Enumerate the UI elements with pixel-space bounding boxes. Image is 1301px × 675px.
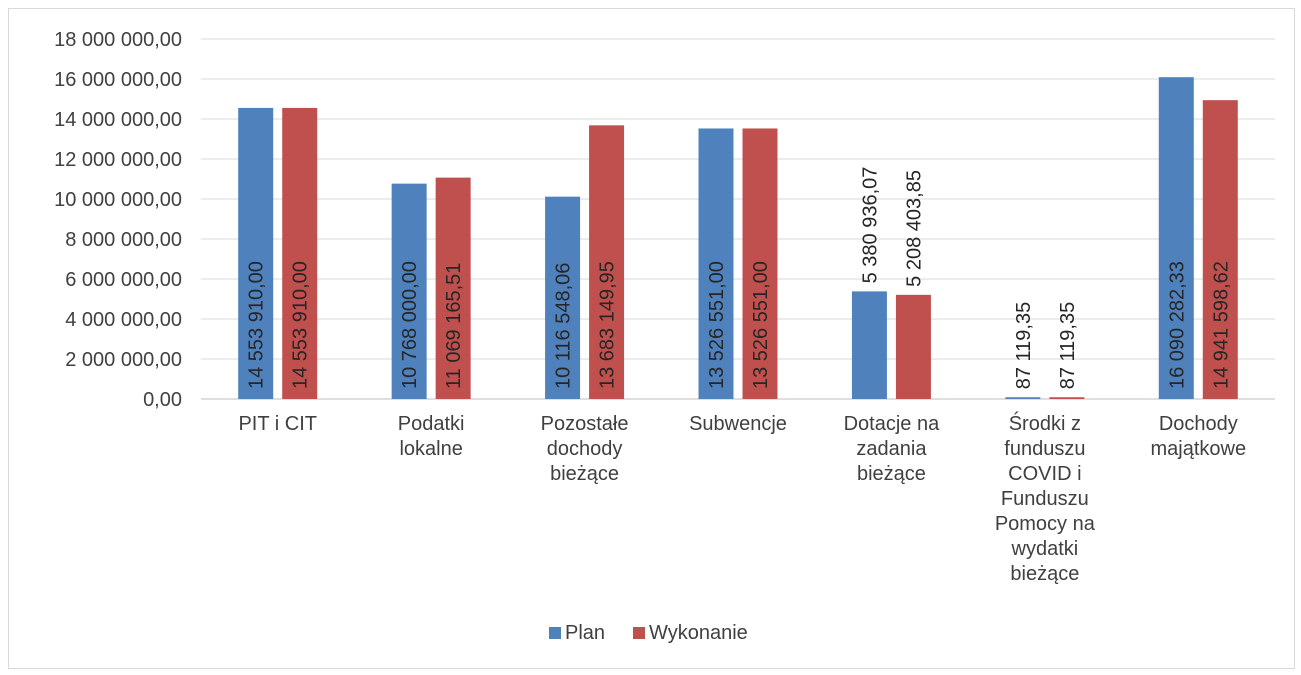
y-tick-label: 14 000 000,00 <box>54 109 182 131</box>
bar-wykonanie-4 <box>895 294 931 399</box>
y-tick-label: 4 000 000,00 <box>65 309 182 331</box>
bar-wykonanie-2 <box>589 125 625 399</box>
data-label: 13 683 149,95 <box>597 261 619 389</box>
data-label: 16 090 282,33 <box>1166 261 1188 389</box>
data-label: 10 116 548,06 <box>553 263 575 389</box>
bar-wykonanie-0 <box>282 107 318 399</box>
y-tick-label: 0,00 <box>143 389 182 411</box>
data-label: 13 526 551,00 <box>706 261 728 389</box>
data-label: 13 526 551,00 <box>750 261 772 389</box>
legend-label: Wykonanie <box>649 622 748 644</box>
bar-wykonanie-1 <box>435 177 471 399</box>
bar-plan-6 <box>1158 77 1194 400</box>
bar-wykonanie-5 <box>1049 397 1085 399</box>
bar-plan-3 <box>698 128 734 399</box>
y-tick-label: 18 000 000,00 <box>54 29 182 51</box>
y-tick-label: 2 000 000,00 <box>65 349 182 371</box>
category-label: Środki z funduszu COVID i Funduszu Pomocy na… <box>995 411 1096 585</box>
bar-wykonanie-3 <box>742 128 778 399</box>
category-label: Podatki lokalne <box>398 413 465 460</box>
legend-swatch-plan <box>549 627 561 639</box>
data-label: 11 069 165,51 <box>443 263 465 389</box>
data-label: 5 380 936,07 <box>859 167 881 284</box>
bar-plan-5 <box>1005 397 1041 399</box>
bar-plan-4 <box>851 291 887 399</box>
bar-plan-0 <box>238 107 274 399</box>
data-label: 14 941 598,62 <box>1210 261 1232 389</box>
y-tick-label: 10 000 000,00 <box>54 189 182 211</box>
legend-label: Plan <box>565 622 605 644</box>
y-tick-label: 12 000 000,00 <box>54 149 182 171</box>
data-label: 87 119,35 <box>1013 302 1035 390</box>
chart-frame: 0,00 2 000 000,00 4 000 000,00 6 000 000,00… <box>8 8 1295 669</box>
y-tick-label: 16 000 000,00 <box>54 69 182 91</box>
data-label: 5 208 403,85 <box>903 170 925 287</box>
data-label: 14 553 910,00 <box>246 261 268 389</box>
category-label: PIT i CIT <box>238 413 317 435</box>
bar-plan-2 <box>545 196 581 399</box>
legend-swatch-wykonanie <box>633 627 645 639</box>
category-label: Dotacje na zadania bieżące <box>844 413 940 485</box>
category-label: Dochody majątkowe <box>1150 413 1246 460</box>
category-label: Pozostałe dochody bieżące <box>541 413 629 485</box>
data-label: 14 553 910,00 <box>290 261 312 389</box>
data-label: 10 768 000,00 <box>399 261 421 389</box>
category-label: Subwencje <box>689 413 787 435</box>
bar-chart: 0,00 2 000 000,00 4 000 000,00 6 000 000,00… <box>54 29 1275 644</box>
y-tick-label: 8 000 000,00 <box>65 229 182 251</box>
bar-plan-1 <box>391 183 427 399</box>
data-label: 87 119,35 <box>1057 302 1079 390</box>
bar-wykonanie-6 <box>1202 100 1238 399</box>
y-tick-label: 6 000 000,00 <box>65 269 182 291</box>
